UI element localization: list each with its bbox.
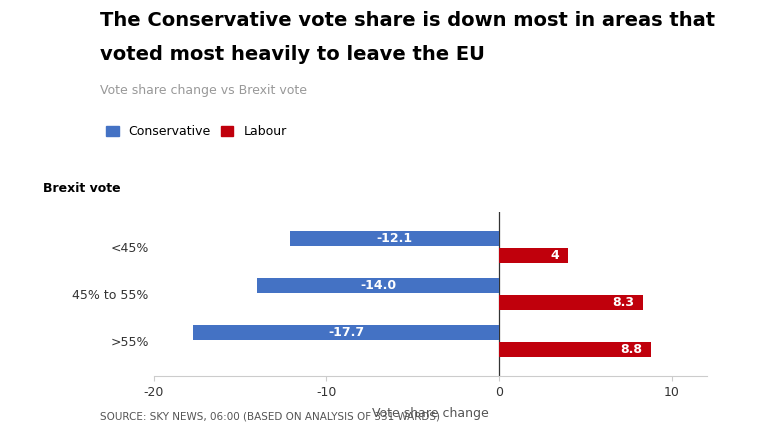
Text: 8.3: 8.3	[612, 295, 634, 309]
Text: The Conservative vote share is down most in areas that: The Conservative vote share is down most…	[100, 11, 715, 30]
Text: SOURCE: SKY NEWS, 06:00 (BASED ON ANALYSIS OF 331 WARDS): SOURCE: SKY NEWS, 06:00 (BASED ON ANALYS…	[100, 411, 440, 421]
Bar	[257, 278, 499, 293]
Bar	[499, 295, 643, 310]
Text: voted most heavily to leave the EU: voted most heavily to leave the EU	[100, 45, 485, 64]
Bar	[290, 231, 499, 246]
Text: 4: 4	[551, 249, 560, 262]
Text: -12.1: -12.1	[376, 232, 412, 245]
Bar	[499, 342, 651, 356]
Bar	[499, 248, 568, 263]
Text: Brexit vote: Brexit vote	[43, 182, 121, 195]
Text: 8.8: 8.8	[621, 343, 643, 356]
X-axis label: Vote share change: Vote share change	[372, 407, 488, 420]
Text: -14.0: -14.0	[360, 279, 396, 292]
Legend: Conservative, Labour: Conservative, Labour	[106, 125, 286, 138]
Bar	[194, 325, 499, 340]
Text: -17.7: -17.7	[328, 326, 364, 339]
Text: Vote share change vs Brexit vote: Vote share change vs Brexit vote	[100, 84, 307, 97]
